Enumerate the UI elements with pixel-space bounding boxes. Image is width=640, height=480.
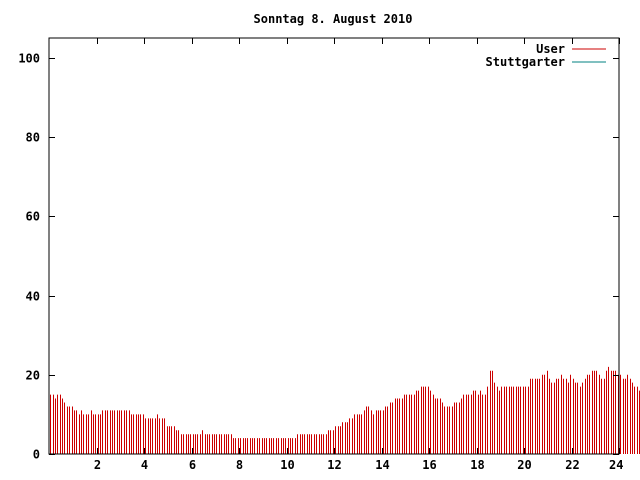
chart-title: Sonntag 8. August 2010 [254,12,413,26]
plot-frame [48,37,620,455]
x-tick-label: 16 [422,458,436,472]
y-tick-label: 40 [26,290,40,304]
x-tick-label: 12 [327,458,341,472]
x-tick-label: 20 [517,458,531,472]
y-tick-label: 0 [33,448,40,462]
y-tick-label: 80 [26,131,40,145]
x-tick-label: 2 [94,458,101,472]
x-tick-label: 10 [280,458,294,472]
x-tick-label: 8 [236,458,243,472]
legend-label-stuttgarter: Stuttgarter [486,55,565,69]
y-tick-label: 20 [26,369,40,383]
y-tick-label: 60 [26,210,40,224]
x-tick-label: 6 [189,458,196,472]
x-tick-label: 4 [141,458,148,472]
x-tick-label: 24 [609,458,623,472]
x-tick-label: 22 [565,458,579,472]
x-tick-label: 14 [375,458,389,472]
bars-group [50,366,640,454]
legend-label-user: User [536,42,565,56]
legend: User Stuttgarter [486,42,606,69]
y-tick-label: 100 [18,52,40,66]
x-tick-label: 18 [470,458,484,472]
